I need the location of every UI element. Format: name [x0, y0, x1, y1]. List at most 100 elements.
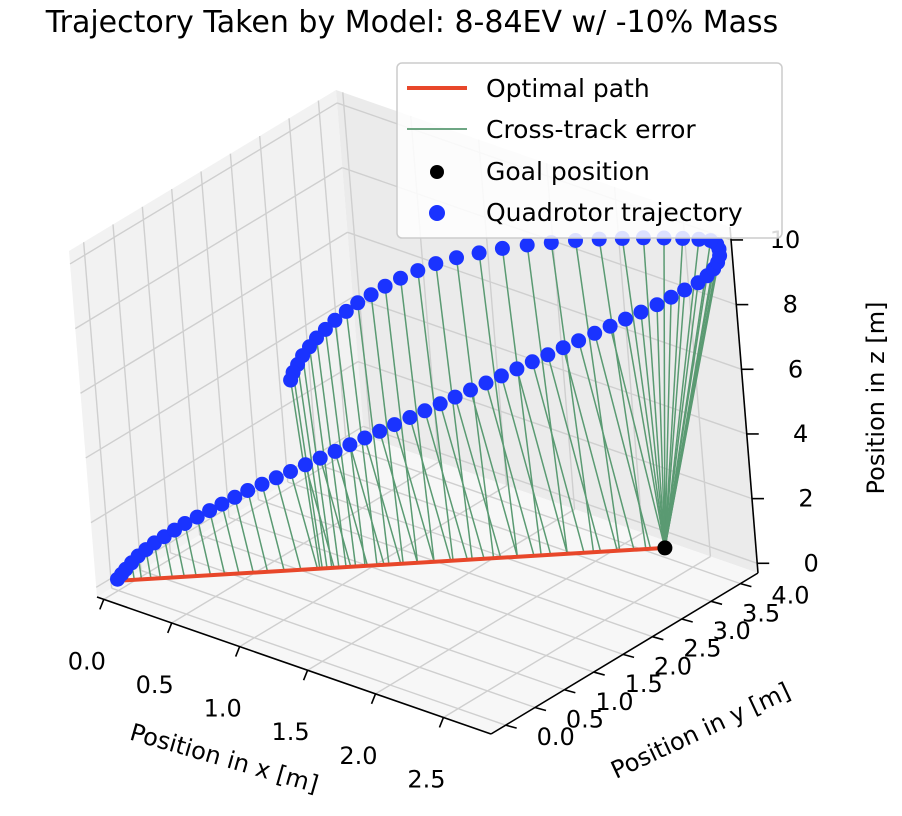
- cross-track-line: [621, 238, 666, 549]
- pane-floor: [97, 436, 758, 734]
- y-tick-label: 1.5: [625, 670, 663, 698]
- legend-label-cross-track-error: Cross-track error: [486, 115, 696, 144]
- cross-track-line: [469, 389, 519, 558]
- y-tick: [505, 724, 517, 729]
- y-tick-label: 2.0: [654, 652, 692, 680]
- cross-track-line: [409, 417, 452, 562]
- cross-track-line: [378, 431, 419, 564]
- y-tick-label: 3.5: [742, 599, 780, 627]
- trajectory-point: [571, 333, 587, 349]
- optimal-path-line: [117, 545, 666, 583]
- y-tick-label: 4.0: [771, 582, 809, 610]
- trajectory-point: [463, 382, 478, 398]
- cross-track-line: [664, 240, 712, 549]
- trajectory-point: [283, 372, 299, 388]
- cross-track-line: [184, 523, 197, 577]
- cross-track-line: [289, 379, 321, 569]
- x-tick-label: 1.0: [204, 695, 242, 723]
- cross-track-line: [261, 484, 285, 571]
- grid-z-back: [357, 360, 753, 500]
- cross-track-line: [593, 333, 652, 549]
- cross-track-line: [208, 510, 226, 575]
- y-tick-label: 1.0: [595, 688, 633, 716]
- cross-track-line: [364, 437, 402, 565]
- trajectory-point: [618, 311, 633, 327]
- cross-track-line: [173, 529, 186, 577]
- y-tick: [622, 653, 635, 659]
- grid-y-floor: [140, 569, 536, 709]
- cross-track-line: [349, 444, 385, 566]
- cross-track-line: [526, 244, 569, 554]
- cross-track-line: [319, 457, 352, 568]
- cross-track-line: [663, 237, 666, 548]
- trajectory-point: [649, 297, 665, 313]
- z-tick-label: 6: [788, 355, 803, 383]
- trajectory-point: [555, 340, 571, 356]
- trajectory-point: [377, 278, 393, 294]
- z-tick-label: 0: [804, 549, 819, 577]
- grid-y-floor: [228, 516, 624, 656]
- y-tick: [564, 688, 576, 694]
- cross-track-line: [501, 248, 542, 556]
- x-tick: [99, 599, 105, 610]
- grid-x-back: [681, 210, 712, 557]
- legend-label-goal-position: Goal position: [486, 157, 650, 186]
- y-tick: [681, 618, 693, 623]
- x-axis-line: [96, 596, 492, 735]
- trajectory-point: [363, 287, 379, 303]
- cross-track-line: [531, 361, 585, 553]
- trajectory-point: [447, 389, 463, 405]
- grid-y-left: [112, 224, 142, 571]
- cross-track-line: [562, 347, 619, 551]
- trajectory-point: [350, 295, 366, 311]
- grid-y-floor: [111, 587, 506, 726]
- cross-track-line: [455, 257, 495, 559]
- x-tick: [234, 646, 241, 657]
- grid-z-left: [69, 102, 338, 265]
- cross-track-line: [454, 396, 502, 559]
- trajectory-point: [540, 347, 556, 363]
- grid-y-floor: [199, 534, 594, 673]
- x-tick-label: 1.5: [272, 718, 310, 746]
- trajectory-point: [663, 289, 679, 305]
- grid-y-left: [288, 118, 318, 465]
- y-tick-label: 0.0: [537, 723, 575, 751]
- grid-z-back: [352, 296, 747, 435]
- trajectory-point: [240, 483, 256, 498]
- grid-z-left: [85, 296, 354, 459]
- trajectory-point: [189, 509, 205, 525]
- trajectory-point: [677, 282, 693, 298]
- z-axis-label: Position in z [m]: [862, 302, 890, 495]
- goal-marker-group: [657, 540, 673, 556]
- cross-track-line: [550, 242, 595, 553]
- legend-label-quadrotor-trajectory: Quadrotor trajectory: [486, 198, 743, 227]
- trajectory-point: [202, 503, 218, 519]
- trajectory-point: [372, 423, 388, 439]
- legend-swatch-quadrotor-trajectory: [429, 205, 445, 221]
- cross-track-line: [234, 497, 255, 573]
- cross-track-line: [275, 477, 302, 570]
- cross-track-line: [664, 297, 672, 548]
- x-tick-label: 2.0: [339, 742, 377, 770]
- cross-track-line: [516, 368, 569, 554]
- cross-track-line: [500, 375, 552, 555]
- trajectory-point: [214, 496, 230, 512]
- trajectory-point: [493, 368, 509, 384]
- y-tick: [652, 635, 664, 641]
- cross-track-line: [640, 312, 666, 548]
- x-tick-label: 0.5: [136, 671, 174, 699]
- trajectory-point: [268, 470, 284, 486]
- grid-y-floor: [258, 499, 653, 638]
- legend-label-optimal-path: Optimal path: [486, 74, 650, 103]
- chart-title: Trajectory Taken by Model: 8-84EV w/ -10…: [45, 5, 779, 40]
- y-tick-label: 3.0: [713, 617, 751, 645]
- trajectory-point: [227, 489, 243, 505]
- trajectory-point: [471, 245, 487, 261]
- x-tick: [302, 669, 309, 681]
- x-tick-label: 2.5: [407, 766, 445, 794]
- grid-y-left: [141, 206, 172, 553]
- legend-frame: [396, 62, 783, 239]
- trajectory-point: [494, 240, 510, 256]
- grid-x-back: [342, 92, 372, 439]
- grid-y-left: [259, 135, 289, 483]
